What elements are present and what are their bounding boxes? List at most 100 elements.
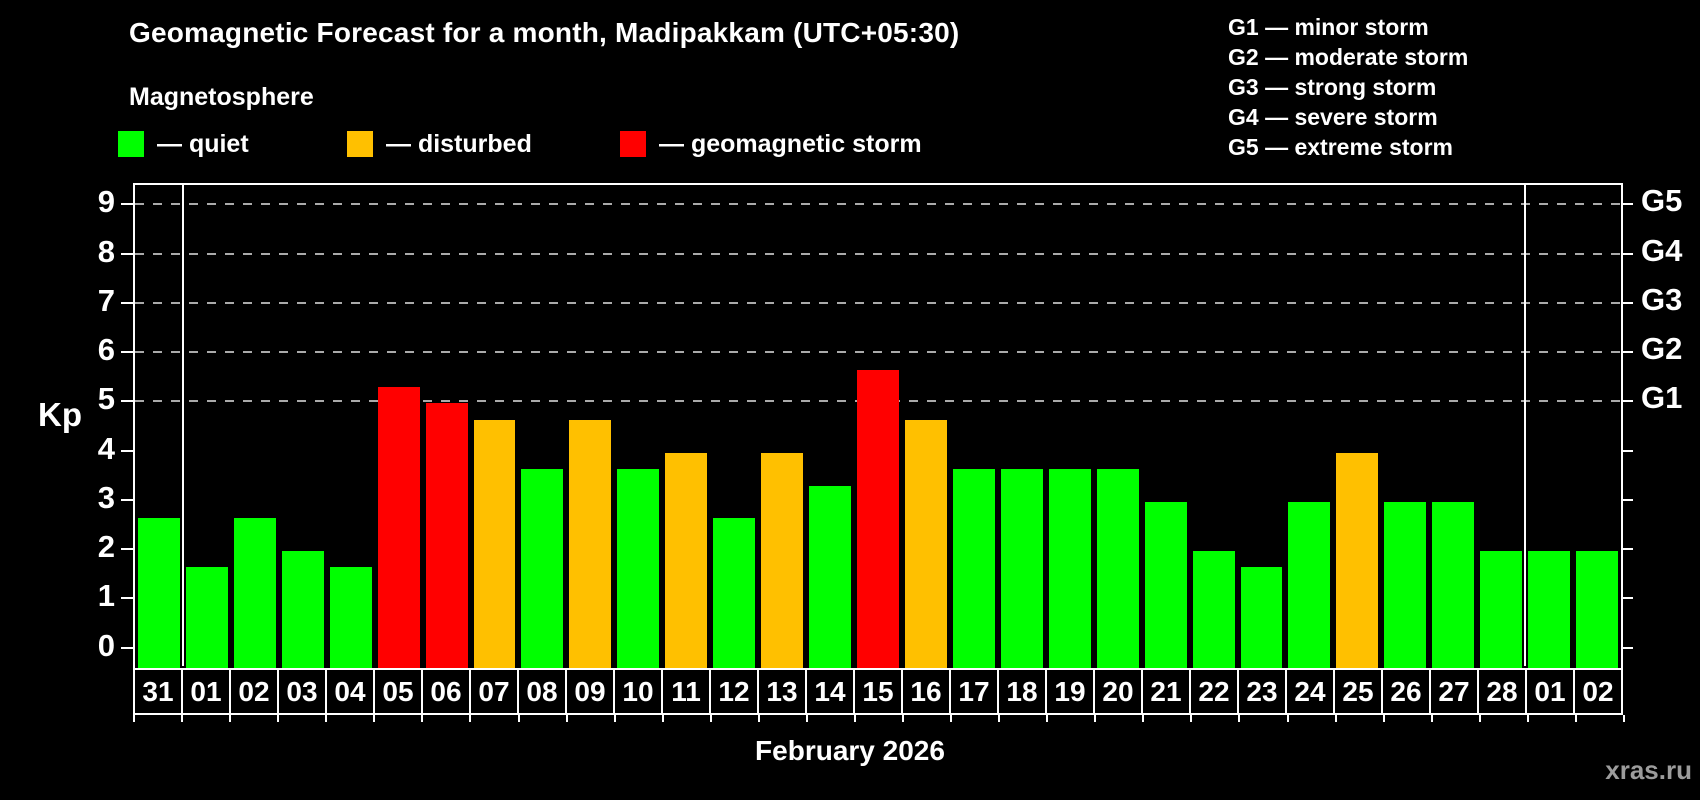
kp-bar-day-28: [1480, 551, 1523, 668]
day-boundary-tick: [469, 715, 472, 722]
day-label: 10: [615, 670, 663, 713]
day-boundary-tick: [1046, 715, 1049, 722]
left-axis-tick: [121, 646, 133, 649]
left-axis-tick-label: 2: [97, 529, 115, 565]
left-axis-tick-label: 7: [97, 282, 115, 318]
day-boundary-tick: [1238, 715, 1241, 722]
kp-bar-day-04: [329, 567, 372, 668]
left-axis-tick: [121, 252, 133, 255]
day-boundary-tick: [950, 715, 953, 722]
left-axis-tick-label: 6: [97, 332, 115, 368]
month-label: February 2026: [755, 735, 945, 766]
grid-line-kp8: [135, 252, 1621, 255]
day-label: 12: [711, 670, 759, 713]
day-label: 26: [1383, 670, 1431, 713]
day-label: 25: [1335, 670, 1383, 713]
day-boundary-tick: [853, 715, 856, 722]
kp-bar-day-02: [1576, 551, 1618, 668]
g4-legend-line: G4 — severe storm: [1228, 104, 1438, 130]
day-label: 27: [1431, 670, 1479, 713]
kp-bar-day-20: [1096, 468, 1139, 668]
day-label: 16: [903, 670, 951, 713]
day-label: 04: [327, 670, 375, 713]
day-label: 09: [567, 670, 615, 713]
day-boundary-tick: [613, 715, 616, 722]
month-separator: [1524, 185, 1527, 666]
grid-line-kp9: [135, 203, 1621, 206]
day-label: 20: [1095, 670, 1143, 713]
day-boundary-tick: [1382, 715, 1385, 722]
right-axis-tick: [1621, 597, 1633, 600]
left-axis-tick-label: 1: [97, 578, 115, 614]
right-axis-label-G1: G1: [1641, 380, 1683, 416]
day-label: 23: [1239, 670, 1287, 713]
day-boundary-tick: [421, 715, 424, 722]
day-boundary-tick: [1334, 715, 1337, 722]
right-axis-tick: [1621, 400, 1633, 403]
day-boundary-tick: [1190, 715, 1193, 722]
day-label: 22: [1191, 670, 1239, 713]
day-label: 19: [1047, 670, 1095, 713]
day-label: 14: [807, 670, 855, 713]
legend-quiet-label: — quiet: [157, 129, 249, 158]
kp-bar-day-15: [857, 370, 899, 668]
kp-bar-day-23: [1240, 567, 1283, 668]
page-title: Geomagnetic Forecast for a month, Madipa…: [129, 17, 960, 48]
kp-bar-day-11: [665, 452, 708, 668]
right-axis-tick: [1621, 203, 1633, 206]
kp-bar-day-31: [138, 518, 180, 668]
day-label: 24: [1287, 670, 1335, 713]
kp-bar-day-07: [473, 419, 516, 668]
day-label: 08: [519, 670, 567, 713]
day-label: 31: [135, 670, 183, 713]
kp-bar-day-21: [1144, 501, 1187, 668]
day-label: 07: [471, 670, 519, 713]
day-boundary-tick: [661, 715, 664, 722]
day-label: 11: [663, 670, 711, 713]
day-boundary-tick: [373, 715, 376, 722]
day-boundary-tick: [709, 715, 712, 722]
day-boundary-tick: [1094, 715, 1097, 722]
grid-line-kp6: [135, 351, 1621, 354]
left-axis-tick-label: 9: [97, 184, 115, 220]
day-label: 01: [1527, 670, 1575, 713]
day-boundary-tick: [998, 715, 1001, 722]
g5-legend-line: G5 — extreme storm: [1228, 134, 1453, 160]
day-boundary-tick: [565, 715, 568, 722]
day-label: 28: [1479, 670, 1527, 713]
kp-bar-day-19: [1048, 468, 1091, 668]
left-axis-tick: [121, 203, 133, 206]
day-boundary-tick: [902, 715, 905, 722]
day-label: 13: [759, 670, 807, 713]
left-axis-tick: [121, 498, 133, 501]
day-boundary-tick: [325, 715, 328, 722]
right-axis-tick: [1621, 301, 1633, 304]
kp-bar-day-24: [1288, 501, 1331, 668]
kp-bar-day-16: [904, 419, 947, 668]
g-scale-legend: G1 — minor storm G2 — moderate storm G3 …: [1228, 12, 1468, 162]
day-boundary-tick: [1286, 715, 1289, 722]
left-axis-tick-label: 8: [97, 233, 115, 269]
left-axis-tick: [121, 449, 133, 452]
kp-bar-day-05: [377, 387, 420, 668]
kp-bar-day-18: [1000, 468, 1043, 668]
day-boundary-tick: [229, 715, 232, 722]
left-axis-tick: [121, 400, 133, 403]
kp-bar-day-09: [569, 419, 612, 668]
left-axis-tick-label: 4: [97, 430, 115, 466]
kp-bar-day-01: [185, 567, 228, 668]
kp-bar-day-13: [761, 452, 804, 668]
month-separator: [181, 185, 184, 666]
kp-bar-day-06: [425, 403, 468, 668]
kp-bar-day-10: [617, 468, 660, 668]
storm-color-swatch: [620, 131, 646, 157]
g1-legend-line: G1 — minor storm: [1228, 14, 1429, 40]
g3-legend-line: G3 — strong storm: [1228, 74, 1437, 100]
day-label: 06: [423, 670, 471, 713]
right-axis-tick: [1621, 548, 1633, 551]
day-boundary-tick: [181, 715, 184, 722]
right-axis-label-G4: G4: [1641, 232, 1683, 268]
right-axis-tick: [1621, 498, 1633, 501]
left-axis-tick-label: 0: [97, 627, 115, 663]
right-axis-label-G3: G3: [1641, 281, 1683, 317]
